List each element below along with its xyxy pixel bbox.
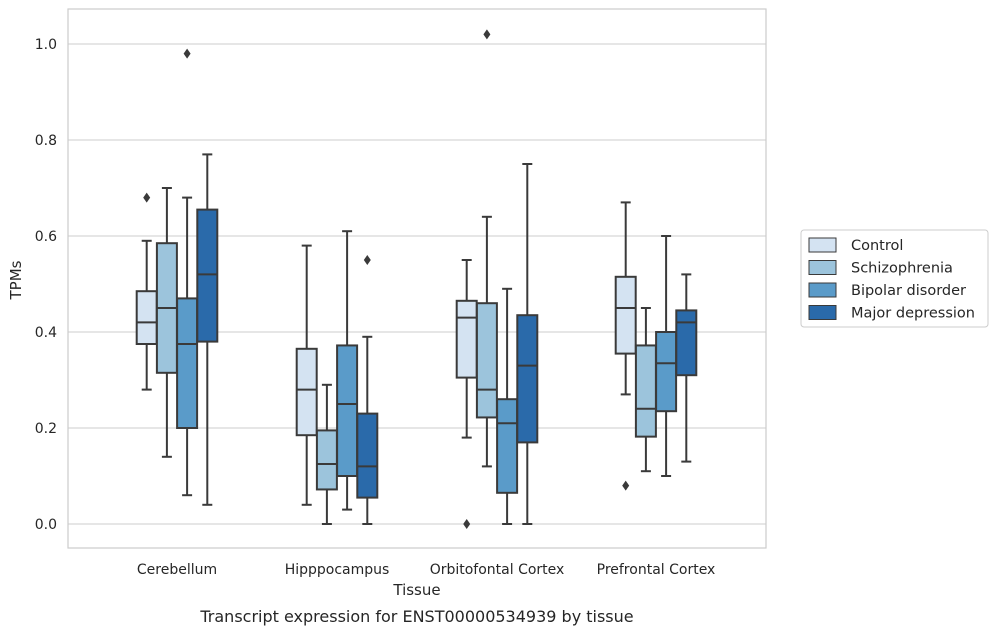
box-body [655, 331, 678, 413]
legend-label: Bipolar disorder [851, 283, 966, 299]
box-bipolar-disorder [496, 287, 519, 525]
box-schizophrenia [634, 307, 657, 473]
box-schizophrenia [155, 187, 178, 458]
x-tick-label: Orbitofontal Cortex [430, 562, 565, 578]
legend-label: Schizophrenia [851, 261, 953, 277]
x-axis-ticks: Cerebellum Hipppocampus Orbitofontal Corte… [137, 562, 715, 578]
y-tick-label: 0.0 [35, 517, 57, 533]
box-control [614, 201, 637, 491]
box-major-depression [356, 255, 379, 525]
y-tick-label: 1.0 [35, 37, 57, 53]
legend-label: Control [851, 238, 903, 254]
box-bipolar-disorder [655, 235, 678, 477]
legend: Control Schizophrenia Bipolar disorder Majo… [800, 229, 989, 328]
legend-swatch [808, 305, 837, 320]
y-axis-label: TPMs [7, 260, 25, 300]
box-major-depression [196, 153, 219, 506]
box-body [614, 275, 637, 355]
box-body [196, 208, 219, 343]
box-major-depression [675, 273, 698, 463]
outlier-point [483, 29, 491, 40]
box-body [356, 412, 379, 499]
figure-caption: Transcript expression for ENST0000053493… [199, 607, 633, 626]
outlier-point [463, 519, 471, 529]
box-body [496, 398, 519, 494]
y-tick-label: 0.8 [35, 133, 57, 149]
outlier-point [363, 255, 371, 265]
box-body [634, 344, 657, 438]
box-body [675, 309, 698, 377]
y-tick-label: 0.6 [35, 229, 57, 245]
y-tick-label: 0.2 [35, 421, 57, 437]
x-tick-label: Cerebellum [137, 562, 217, 578]
box-body [135, 290, 158, 346]
legend-frame [800, 229, 989, 328]
box-body [315, 429, 338, 491]
boxes [135, 29, 698, 529]
box-control [135, 192, 158, 391]
box-schizophrenia [315, 383, 338, 525]
box-body [336, 344, 359, 477]
box-body [176, 297, 199, 429]
box-body [516, 314, 539, 444]
box-body [455, 299, 478, 379]
x-tick-label: Hipppocampus [285, 562, 390, 578]
box-bipolar-disorder [336, 230, 359, 511]
legend-swatch [808, 260, 837, 275]
box-schizophrenia [475, 29, 498, 468]
box-body [475, 302, 498, 419]
x-axis-label: Tissue [392, 581, 440, 599]
box-major-depression [516, 163, 539, 525]
y-axis-ticks: 0.0 0.2 0.4 0.6 0.8 1.0 [35, 37, 57, 533]
box-bipolar-disorder [176, 48, 199, 497]
outlier-point [183, 48, 191, 59]
box-control [295, 244, 318, 506]
legend-swatch [808, 237, 837, 253]
legend-label: Major depression [851, 306, 975, 322]
plot-frame [67, 8, 767, 549]
outlier-point [622, 480, 630, 491]
x-tick-label: Prefrontal Cortex [597, 562, 716, 578]
outlier-point [143, 192, 151, 203]
box-body [295, 347, 318, 437]
legend-swatch [808, 282, 837, 298]
box-control [455, 259, 478, 529]
y-tick-label: 0.4 [35, 325, 57, 341]
